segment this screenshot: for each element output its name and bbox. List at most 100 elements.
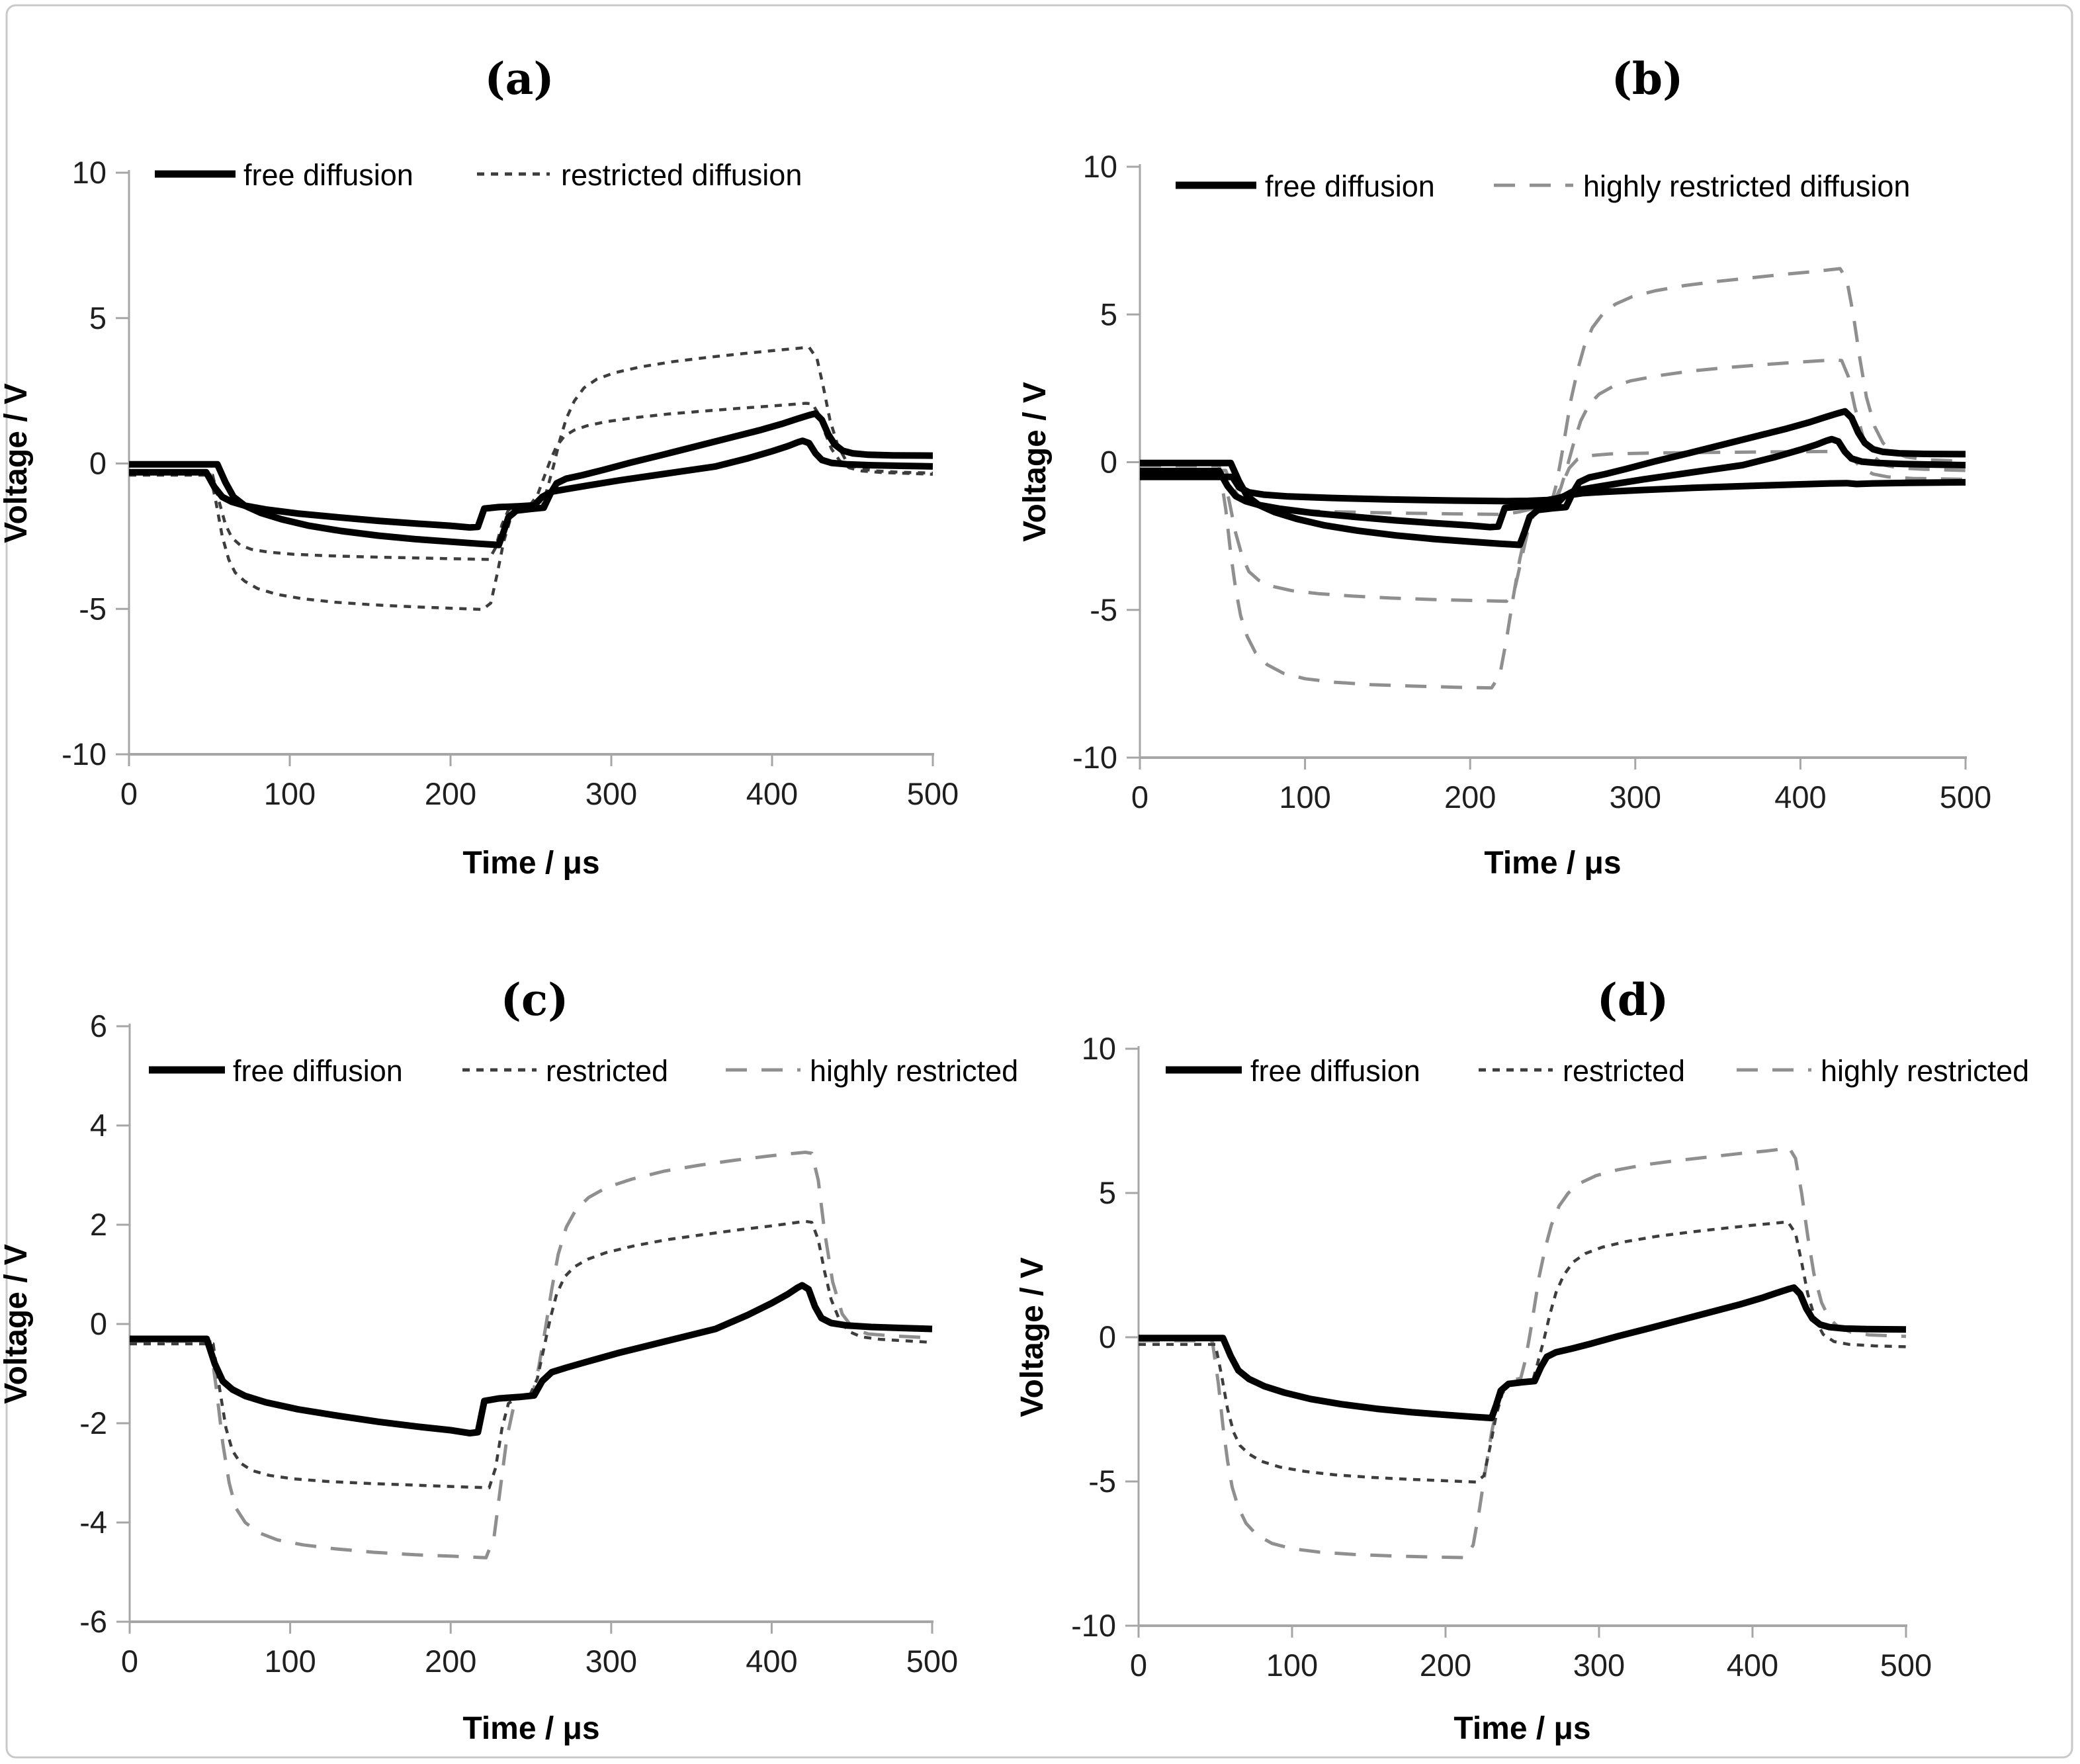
legend-label: highly restricted diffusion (1583, 169, 1910, 203)
y-tick-label: -5 (1088, 1464, 1116, 1499)
series-free-diffusion-high-amplitude (129, 410, 933, 549)
x-tick-label: 0 (121, 1644, 138, 1679)
y-tick-label: 5 (89, 300, 107, 335)
y-tick-label: 5 (1099, 1175, 1116, 1210)
y-tick-label: 10 (1083, 149, 1117, 184)
legend-label: restricted diffusion (561, 158, 802, 192)
x-tick-label: 200 (425, 776, 476, 811)
x-tick-label: 100 (1266, 1648, 1318, 1683)
series-restricted-diffusion-low-amplitude (129, 402, 933, 561)
legend-label: free diffusion (233, 1054, 403, 1088)
y-tick-label: 0 (89, 446, 107, 481)
x-tick-label: 100 (1279, 779, 1330, 815)
x-tick-label: 200 (1444, 779, 1496, 815)
x-tick-label: 200 (425, 1644, 476, 1679)
legend-item: restricted (1479, 1054, 1685, 1088)
x-tick-label: 500 (1880, 1648, 1932, 1683)
legend: free diffusion highly restricted diffusio… (1176, 169, 1910, 203)
x-tick-label: 0 (120, 776, 138, 811)
legend: free diffusion restricted highly restricte… (1166, 1054, 2029, 1088)
x-tick-label: 500 (907, 776, 959, 811)
series-highly-restricted-diffusion-high-amplitude (1140, 267, 1966, 690)
y-tick-label: 10 (1082, 1031, 1116, 1066)
panel-b: (b) 10 5 0 -5 -10 0 100 200 300 400 500 Time / μs Vol… (1018, 53, 1991, 881)
x-tick-label: 100 (264, 776, 316, 811)
x-tick-label: 400 (746, 1644, 797, 1679)
series-free-diffusion (130, 1282, 933, 1436)
legend-item: highly restricted diffusion (1494, 169, 1910, 203)
panel-title: (a) (484, 53, 554, 105)
y-tick-label: -5 (1090, 592, 1117, 627)
legend-label: restricted (546, 1054, 668, 1088)
legend-item: restricted diffusion (477, 158, 802, 192)
x-tick-label: 500 (906, 1644, 958, 1679)
panel-title: (b) (1612, 53, 1684, 105)
panel-a: (a) 10 5 0 -5 -10 0 100 200 300 400 500 Time / μs Vol… (0, 53, 959, 881)
x-tick-label: 300 (1573, 1648, 1625, 1683)
figure-border (5, 4, 2073, 1759)
legend-label: free diffusion (1250, 1054, 1420, 1088)
series-restricted (1139, 1220, 1907, 1484)
legend-item: free diffusion (1176, 169, 1435, 203)
y-tick-label: -10 (1072, 740, 1117, 775)
y-axis-title: Voltage / V (0, 383, 34, 543)
x-tick-label: 400 (746, 776, 798, 811)
y-tick-label: 6 (90, 1008, 107, 1043)
y-tick-label: 5 (1100, 296, 1117, 331)
panel-title: (c) (501, 974, 569, 1026)
x-axis-title: Time / μs (462, 846, 599, 881)
x-tick-label: 0 (1130, 1648, 1147, 1683)
legend-item: free diffusion (1166, 1054, 1420, 1088)
y-tick-label: 2 (90, 1207, 107, 1242)
series-restricted (130, 1219, 933, 1489)
y-tick-label: -2 (79, 1405, 107, 1440)
x-tick-label: 300 (1610, 779, 1661, 815)
y-tick-label: -10 (1071, 1608, 1116, 1643)
legend-label: highly restricted (1821, 1054, 2029, 1088)
series-restricted-diffusion-high-amplitude (129, 345, 933, 611)
x-axis-title: Time / μs (1453, 1711, 1590, 1746)
legend-label: highly restricted (810, 1054, 1018, 1088)
legend: free diffusion restricted diffusion (155, 158, 802, 192)
series-free-diffusion (1139, 1284, 1907, 1422)
y-tick-label: 0 (1099, 1319, 1116, 1354)
series-free-diffusion-high-amplitude (1140, 408, 1966, 549)
x-axis-title: Time / μs (462, 1711, 599, 1746)
series-free-diffusion-low-amplitude (129, 437, 933, 531)
x-tick-label: 0 (1131, 779, 1148, 815)
x-tick-label: 100 (264, 1644, 316, 1679)
x-axis-title: Time / μs (1484, 846, 1621, 881)
y-tick-label: -10 (62, 736, 107, 772)
x-tick-label: 500 (1940, 779, 1991, 815)
x-tick-label: 400 (1774, 779, 1826, 815)
x-tick-label: 300 (585, 776, 637, 811)
panel-title: (d) (1597, 974, 1669, 1026)
legend-label: free diffusion (1265, 169, 1435, 203)
legend: free diffusion restricted highly restricte… (149, 1054, 1018, 1088)
y-tick-label: 10 (72, 155, 107, 190)
legend-item: restricted (462, 1054, 668, 1088)
y-axis-title: Voltage / V (0, 1244, 34, 1404)
y-tick-label: 0 (90, 1306, 107, 1341)
panel-d: (d) 10 5 0 -5 -10 0 100 200 300 400 500 Time / μs Vol… (1015, 974, 2029, 1746)
y-tick-label: 4 (90, 1108, 107, 1143)
panel-c: (c) 6 4 2 0 -2 -4 -6 0 100 200 300 400 500 Time / μs Vo… (0, 974, 1018, 1746)
legend-label: restricted (1563, 1054, 1685, 1088)
legend-label: free diffusion (243, 158, 413, 192)
x-tick-label: 400 (1727, 1648, 1778, 1683)
y-tick-label: 0 (1100, 445, 1117, 480)
legend-item: free diffusion (149, 1054, 403, 1088)
legend-item: highly restricted (726, 1054, 1018, 1088)
y-tick-label: -6 (79, 1604, 107, 1639)
series-highly-restricted-diffusion-mid-amplitude (1140, 358, 1966, 603)
y-axis-title: Voltage / V (1018, 382, 1053, 542)
x-tick-label: 200 (1420, 1648, 1471, 1683)
x-tick-label: 300 (585, 1644, 637, 1679)
y-tick-label: -4 (79, 1505, 107, 1540)
y-axis-title: Voltage / V (1015, 1257, 1050, 1417)
legend-item: free diffusion (155, 158, 413, 192)
series-highly-restricted (130, 1151, 933, 1560)
